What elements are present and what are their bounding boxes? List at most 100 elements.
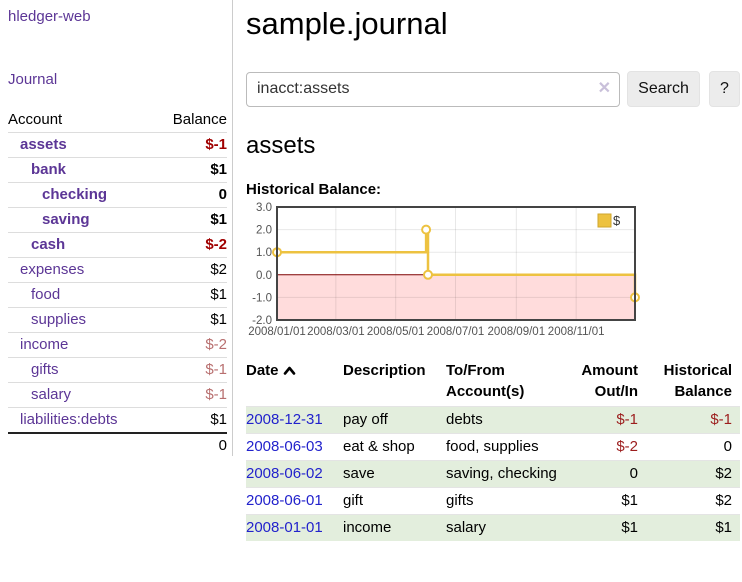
account-link[interactable]: income: [20, 336, 69, 353]
account-row: saving $1: [8, 207, 227, 233]
accounts-total-row: 0: [8, 432, 227, 458]
account-row: salary $-1: [8, 382, 227, 408]
transaction-date-link[interactable]: 2008-01-01: [246, 519, 323, 536]
register-col-header: Description: [343, 362, 426, 379]
transaction-date-link[interactable]: 2008-06-02: [246, 465, 323, 482]
account-row: supplies $1: [8, 307, 227, 333]
transaction-row: 2008-06-01 gift gifts $1 $2: [246, 487, 740, 515]
svg-text:2008/05/01: 2008/05/01: [367, 326, 425, 338]
register-col-header[interactable]: Date: [246, 358, 343, 407]
svg-text:2008/07/01: 2008/07/01: [427, 326, 485, 338]
transaction-row: 2008-01-01 income salary $1 $1: [246, 514, 740, 541]
transaction-date-link[interactable]: 2008-06-01: [246, 492, 323, 509]
transaction-accounts: food, supplies: [446, 433, 564, 461]
page-title: sample.journal: [246, 6, 448, 41]
transaction-amount: $-2: [564, 433, 644, 461]
transaction-amount: 0: [564, 460, 644, 488]
account-link[interactable]: cash: [31, 236, 66, 253]
account-balance: $2: [154, 257, 227, 283]
transaction-balance: $2: [644, 487, 740, 515]
transaction-row: 2008-06-02 save saving, checking 0 $2: [246, 460, 740, 488]
svg-text:2.0: 2.0: [256, 225, 272, 237]
transaction-balance: $1: [644, 514, 740, 541]
transaction-row: 2008-06-03 eat & shop food, supplies $-2 0: [246, 433, 740, 461]
account-row: checking 0: [8, 182, 227, 208]
account-balance: $1: [154, 207, 227, 233]
transaction-description: eat & shop: [343, 433, 446, 461]
account-link[interactable]: assets: [20, 136, 67, 153]
svg-text:2008/11/01: 2008/11/01: [548, 326, 605, 338]
account-row: liabilities:debts $1: [8, 407, 227, 434]
transaction-description: pay off: [343, 406, 446, 434]
search-input[interactable]: [246, 71, 620, 107]
account-link[interactable]: bank: [31, 161, 67, 178]
accounts-balance-table: Account Balance assets $-1 bank $1 checking 0…: [8, 108, 227, 458]
accounts-col-header-balance: Balance: [154, 108, 227, 133]
transaction-date-link[interactable]: 2008-06-03: [246, 438, 323, 455]
svg-text:1.0: 1.0: [256, 247, 272, 259]
legend-label: $: [613, 213, 621, 228]
transaction-accounts: gifts: [446, 487, 564, 515]
account-row: income $-2: [8, 332, 227, 358]
account-row: cash $-2: [8, 232, 227, 258]
register-col-header: Historical Balance: [663, 362, 732, 400]
account-row: assets $-1: [8, 132, 227, 158]
transaction-date-link[interactable]: 2008-12-31: [246, 411, 323, 428]
transaction-amount: $1: [564, 514, 644, 541]
account-balance: $1: [154, 157, 227, 183]
account-link[interactable]: salary: [31, 386, 72, 403]
help-button[interactable]: ?: [709, 71, 740, 107]
svg-text:0.0: 0.0: [256, 270, 272, 282]
app-brand-link[interactable]: hledger-web: [8, 8, 91, 25]
svg-text:2008/09/01: 2008/09/01: [488, 326, 546, 338]
legend-swatch: [597, 213, 612, 228]
transaction-balance: 0: [644, 433, 740, 461]
account-balance: $1: [154, 407, 227, 434]
transaction-description: gift: [343, 487, 446, 515]
account-link[interactable]: saving: [42, 211, 90, 228]
account-balance: $-1: [154, 382, 227, 408]
account-balance: $-2: [154, 232, 227, 258]
search-button[interactable]: Search: [627, 71, 700, 107]
transaction-accounts: salary: [446, 514, 564, 541]
transaction-amount: $-1: [564, 406, 644, 434]
historical-balance-chart: $3.0 2.0 1.0 0.0 -1.0 -2.0 2008/01/01 2008/03/0…: [246, 202, 742, 340]
svg-text:2008/03/01: 2008/03/01: [307, 326, 365, 338]
svg-text:-2.0: -2.0: [252, 315, 272, 327]
transaction-row: 2008-12-31 pay off debts $-1 $-1: [246, 406, 740, 434]
accounts-col-header-account: Account: [8, 108, 155, 133]
account-link[interactable]: supplies: [31, 311, 87, 328]
sort-ascending-icon: [283, 366, 295, 375]
transaction-balance: $-1: [644, 406, 740, 434]
transaction-accounts: debts: [446, 406, 564, 434]
sidebar-item-journal[interactable]: Journal: [8, 71, 58, 88]
account-row: bank $1: [8, 157, 227, 183]
account-row: gifts $-1: [8, 357, 227, 383]
account-balance: $1: [154, 307, 227, 333]
account-link[interactable]: checking: [42, 186, 108, 203]
account-heading: assets: [246, 132, 316, 159]
transaction-amount: $1: [564, 487, 644, 515]
transaction-accounts: saving, checking: [446, 460, 564, 488]
account-balance: $-1: [154, 132, 227, 158]
register-table: Date Description To/From Account(s) Amount Ou…: [246, 358, 740, 541]
account-link[interactable]: liabilities:debts: [20, 411, 118, 428]
account-balance: $-2: [154, 332, 227, 358]
svg-text:2008/01/01: 2008/01/01: [248, 326, 306, 338]
clear-search-icon[interactable]: ✕: [597, 79, 611, 97]
register-col-header: Amount Out/In: [581, 362, 638, 400]
account-row: expenses $2: [8, 257, 227, 283]
transaction-description: income: [343, 514, 446, 541]
register-col-header: To/From Account(s): [446, 362, 525, 400]
accounts-total-value: 0: [154, 432, 227, 458]
account-balance: $1: [154, 282, 227, 308]
main-content: sample.journal ✕ Search ? assets Histori…: [246, 0, 742, 541]
account-balance: $-1: [154, 357, 227, 383]
search-form: ✕ Search ?: [246, 71, 742, 107]
account-balance: 0: [154, 182, 227, 208]
account-link[interactable]: expenses: [20, 261, 85, 278]
account-link[interactable]: gifts: [31, 361, 59, 378]
account-row: food $1: [8, 282, 227, 308]
account-link[interactable]: food: [31, 286, 61, 303]
svg-text:-1.0: -1.0: [252, 292, 272, 304]
